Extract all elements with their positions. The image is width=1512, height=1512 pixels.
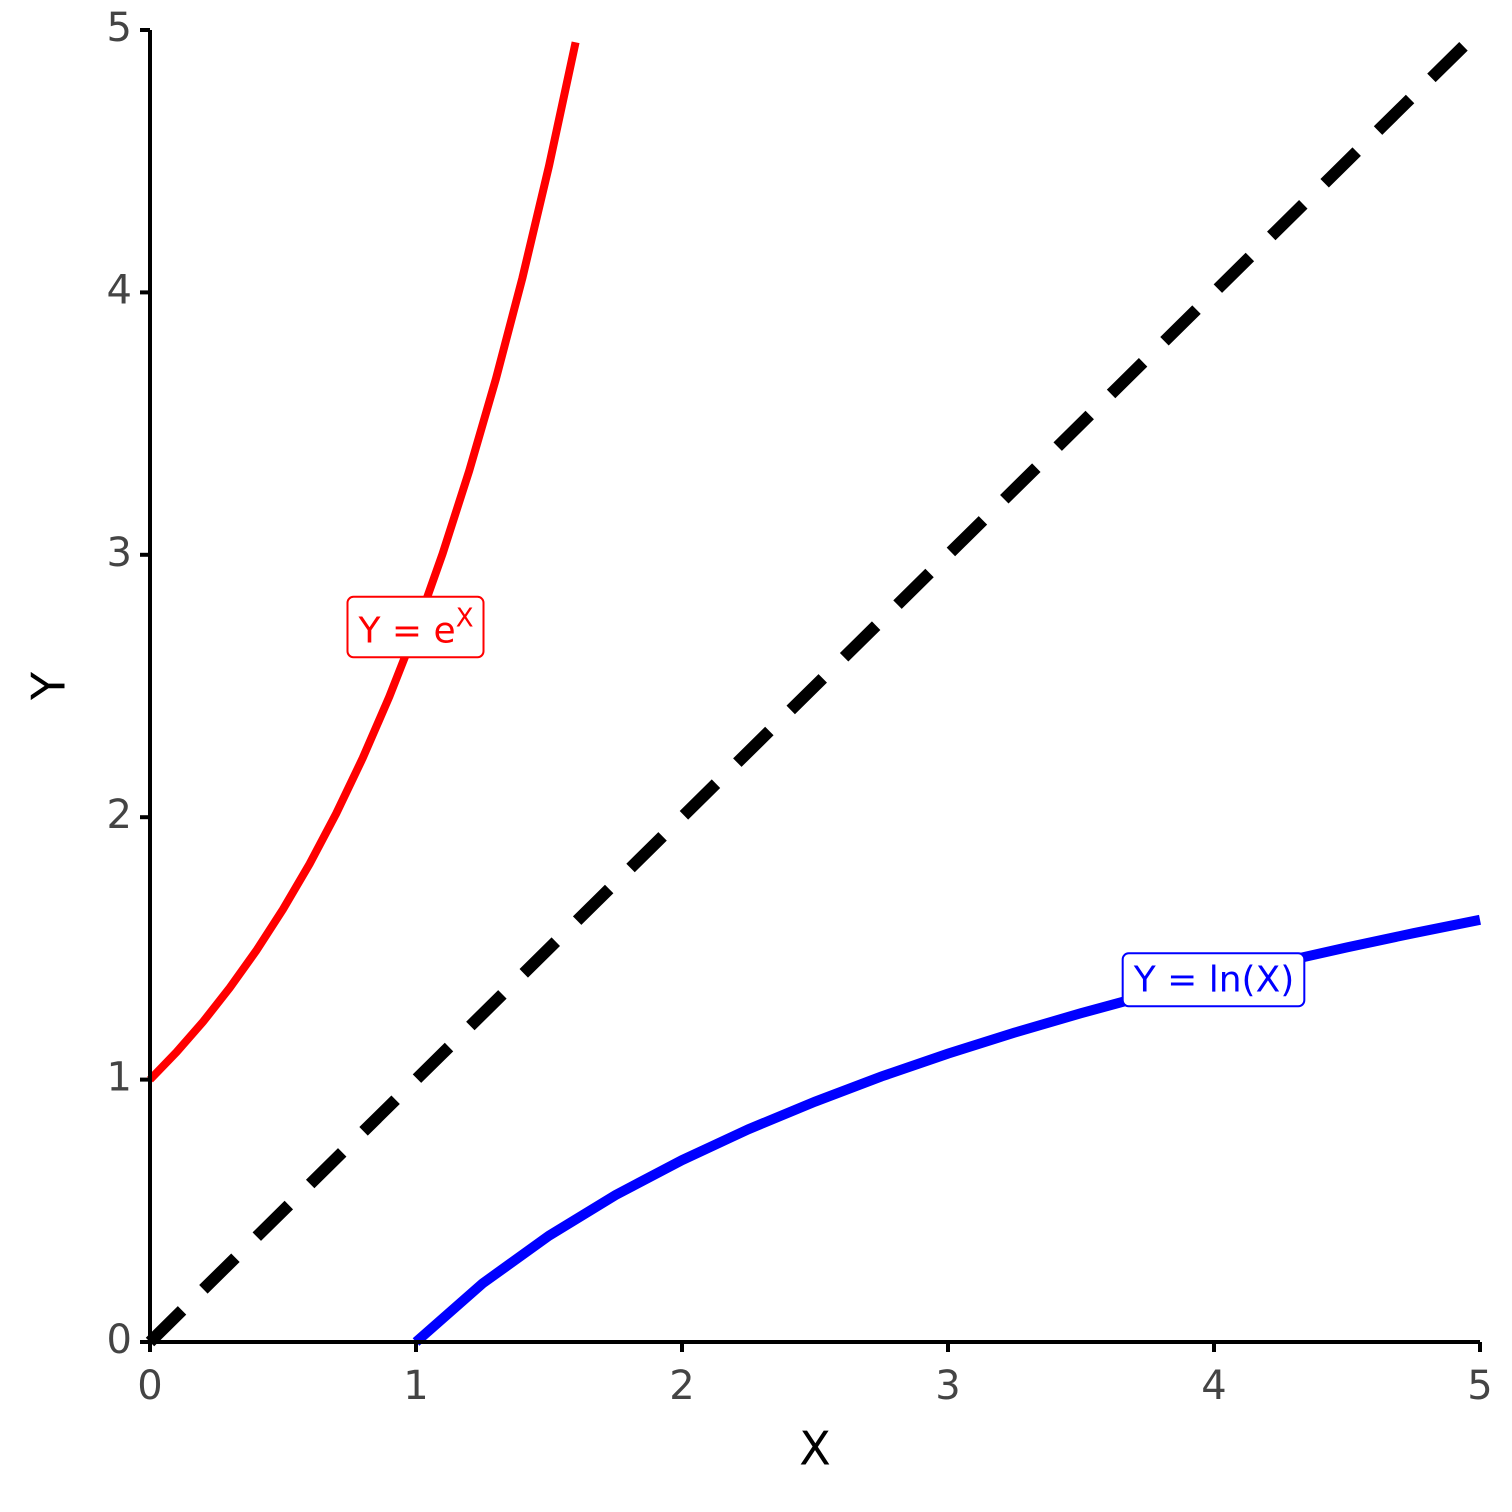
annotation-text: Y = ln(X): [1133, 959, 1295, 1000]
series-line: [145, 25, 1485, 1347]
y-tick-label: 4: [107, 267, 132, 313]
annotation-box: [346, 595, 485, 659]
x-axis-title: X: [799, 1422, 831, 1476]
series-line: [412, 914, 1481, 1346]
y-tick-label: 0: [107, 1317, 132, 1363]
y-tick-label: 2: [107, 792, 132, 838]
x-tick-label: 5: [1467, 1363, 1492, 1409]
x-tick-label: 1: [403, 1363, 428, 1409]
x-tick-label: 0: [137, 1363, 162, 1409]
y-tick-label: 1: [107, 1055, 132, 1101]
annotation-box: [1121, 952, 1306, 1008]
y-tick-label: 5: [107, 5, 132, 51]
y-tick-label: 3: [107, 530, 132, 576]
annotation-superscript: X: [456, 603, 474, 633]
series-line: [147, 41, 580, 1083]
x-tick-label: 4: [1201, 1363, 1226, 1409]
x-tick-label: 3: [935, 1363, 960, 1409]
annotation-text: Y = e: [357, 610, 455, 651]
annotation: Y = ln(X): [1121, 952, 1306, 1008]
annotation-label: Y = eX: [357, 603, 473, 652]
annotation: Y = eX: [346, 595, 485, 659]
x-tick-label: 2: [669, 1363, 694, 1409]
y-axis-title: Y: [22, 671, 76, 701]
annotation-label: Y = ln(X): [1133, 959, 1295, 1000]
